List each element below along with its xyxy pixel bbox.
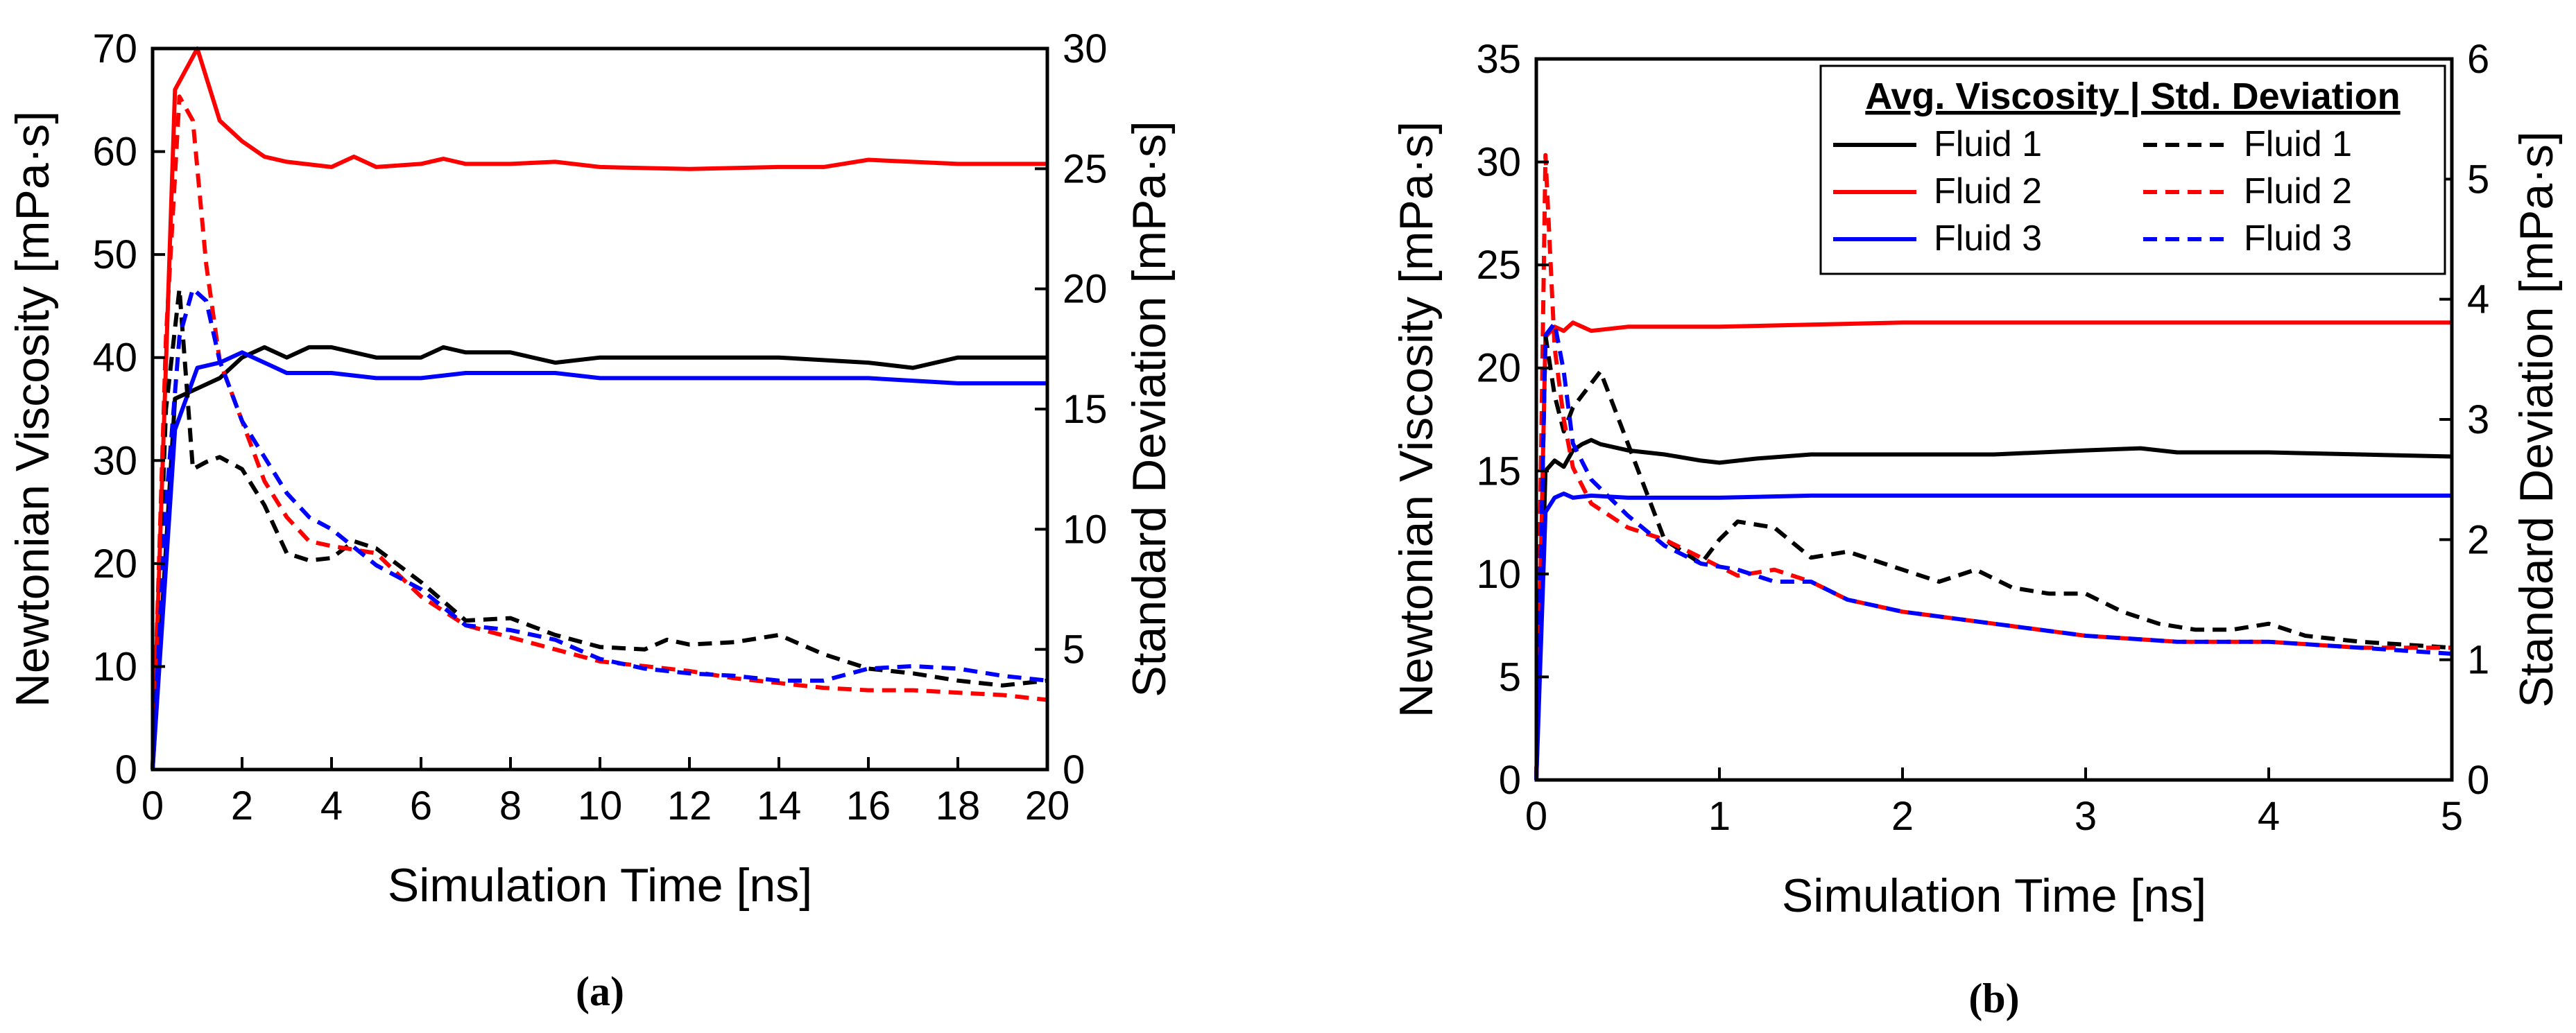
y-tick-label: 40 [92,336,137,381]
y2-axis-title: Standard Deviation [mPa·s] [2510,131,2563,708]
x-tick-label: 10 [578,783,623,828]
y-tick-label: 10 [92,644,137,689]
y-axis-title: Newtonian Viscosity [mPa·s] [1390,121,1443,718]
x-tick-label: 18 [936,783,981,828]
y-tick-label: 30 [1476,140,1521,185]
legend-entry-label: Fluid 1 [2244,124,2352,164]
y2-tick-label: 30 [1063,26,1108,71]
x-tick-label: 16 [846,783,891,828]
y-tick-label: 50 [92,232,137,277]
legend-box [1819,64,2446,275]
y-tick-label: 0 [1499,758,1521,803]
y2-tick-label: 6 [2467,37,2489,82]
y2-tick-label: 5 [2467,157,2489,202]
series-line-avg-fluid-1 [1534,437,2453,781]
y-tick-label: 20 [92,541,137,587]
series-line-avg-fluid-3 [151,350,1047,770]
x-axis-title: Simulation Time [ns] [1782,869,2206,922]
series-line-avg-fluid-3 [1534,492,2452,781]
y2-tick-label: 0 [1063,747,1085,792]
x-tick-label: 6 [410,783,432,828]
y2-tick-label: 1 [2467,638,2489,683]
legend-entry-label: Fluid 2 [1934,171,2042,211]
x-tick-label: 3 [2075,794,2097,839]
x-tick-label: 1 [1708,794,1731,839]
y2-tick-label: 20 [1063,267,1108,312]
x-tick-label: 2 [231,783,253,828]
y-tick-label: 60 [92,130,137,175]
series-line-std-fluid-3 [1534,321,2453,781]
x-tick-label: 5 [2441,794,2463,839]
y2-tick-label: 3 [2467,397,2489,442]
x-tick-label: 4 [320,783,343,828]
series-line-avg-fluid-1 [151,345,1047,770]
x-tick-label: 20 [1025,783,1070,828]
y-axis-title: Newtonian Viscosity [mPa·s] [6,111,59,707]
y-tick-label: 5 [1499,654,1521,700]
y-tick-label: 25 [1476,243,1521,288]
x-tick-label: 12 [667,783,712,828]
series-line-std-fluid-2 [151,94,1048,770]
panel-a: 0 2 4 6 8 10 12 14 16 18 2001020304050607005101520… [6,26,1176,1014]
x-tick-label: 4 [2258,794,2280,839]
y-tick-label: 10 [1476,552,1521,597]
x-axis-title: Simulation Time [ns] [388,859,812,912]
y-tick-label: 70 [92,26,137,71]
y2-axis-title: Standard Deviation [mPa·s] [1123,121,1176,697]
panel-label: (a) [576,969,624,1014]
y2-tick-label: 4 [2467,277,2489,322]
x-tick-label: 8 [499,783,522,828]
legend-entry-label: Fluid 3 [2244,218,2352,259]
legend: Avg. Viscosity | Std. Deviation Fluid 1 Fl… [1819,64,2446,275]
x-tick-label: 0 [141,783,164,828]
y-tick-label: 30 [92,438,137,483]
y2-tick-label: 10 [1063,507,1108,552]
y2-tick-label: 2 [2467,517,2489,562]
y-tick-label: 15 [1476,449,1521,494]
y-tick-label: 0 [115,747,137,792]
legend-entry-label: Fluid 3 [1934,218,2042,259]
y2-tick-label: 5 [1063,627,1085,672]
y2-tick-label: 0 [2467,758,2489,803]
series-group [151,46,1048,770]
series-line-avg-fluid-2 [1534,320,2452,781]
legend-header: Avg. Viscosity | Std. Deviation [1865,76,2400,118]
series-group [1534,153,2453,781]
legend-entry-label: Fluid 2 [2244,171,2352,211]
x-tick-label: 14 [757,783,802,828]
series-line-std-fluid-3 [151,286,1048,770]
y-tick-label: 35 [1476,37,1521,82]
panel-label: (b) [1968,975,2019,1021]
series-line-avg-fluid-2 [151,46,1047,770]
legend-entry-label: Fluid 1 [1934,124,2042,164]
series-line-std-fluid-1 [151,286,1048,770]
x-tick-label: 2 [1891,794,1914,839]
x-tick-label: 0 [1525,794,1547,839]
y2-tick-label: 25 [1063,146,1108,191]
y2-tick-label: 15 [1063,387,1108,432]
y-tick-label: 20 [1476,346,1521,391]
series-line-std-fluid-1 [1534,333,2453,781]
